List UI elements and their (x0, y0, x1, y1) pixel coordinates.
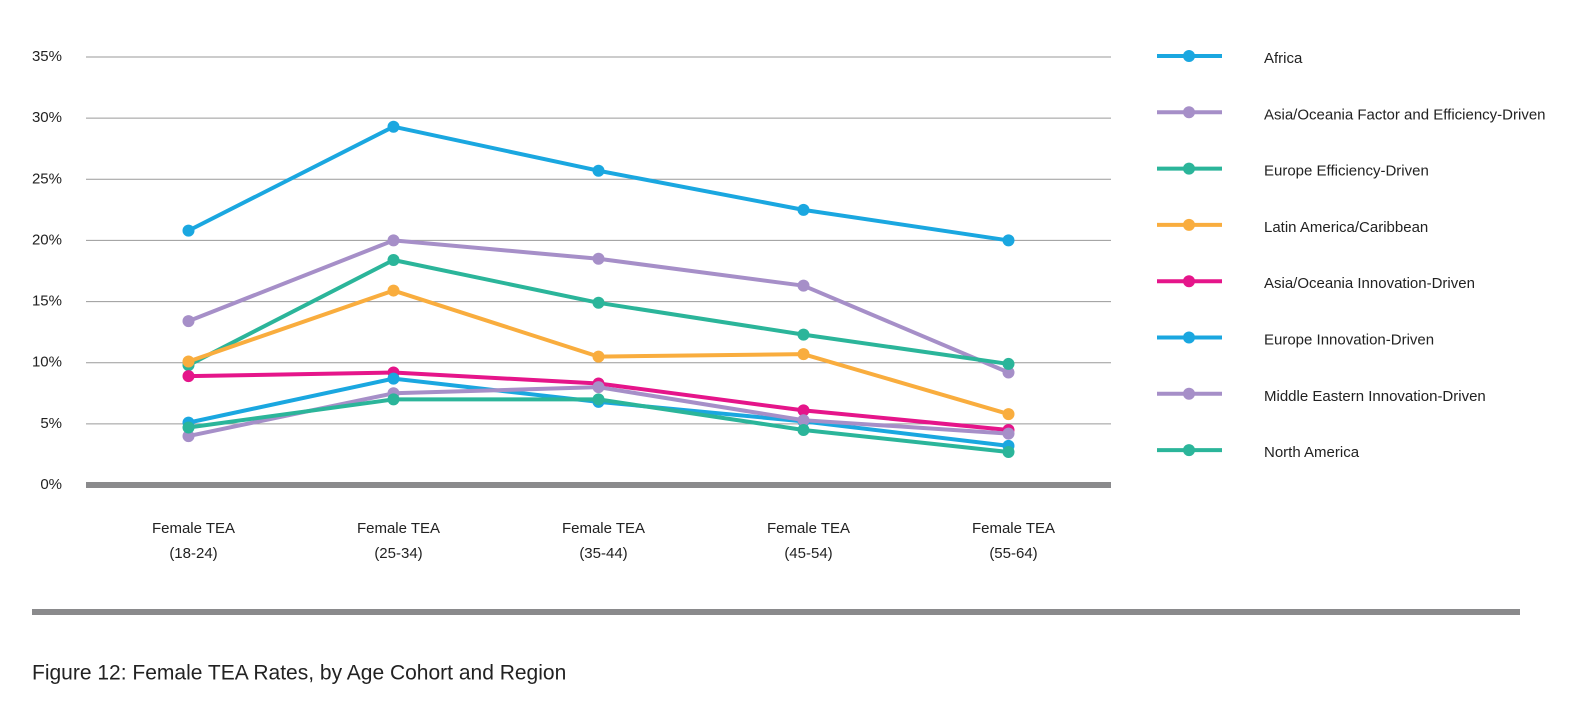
data-point (182, 370, 195, 383)
legend-marker (1183, 106, 1195, 119)
data-point (592, 296, 605, 309)
data-point (182, 421, 195, 434)
x-tick-label: Female TEA (152, 520, 235, 537)
x-tick-label: Female TEA (562, 520, 645, 537)
data-point (1002, 427, 1015, 440)
data-point (1002, 234, 1015, 247)
chart-title: Figure 12: Female TEA Rates, by Age Coho… (32, 662, 566, 685)
x-tick-label: (55-64) (989, 545, 1037, 562)
data-point (182, 224, 195, 237)
legend-label: Asia/Oceania Factor and Efficiency-Drive… (1264, 106, 1546, 123)
x-tick-label: Female TEA (972, 520, 1055, 537)
y-tick-label: 5% (40, 415, 62, 432)
y-tick-label: 30% (32, 109, 62, 126)
y-tick-label: 15% (32, 293, 62, 310)
x-tick-label: (45-54) (784, 545, 832, 562)
y-tick-label: 25% (32, 170, 62, 187)
y-tick-label: 35% (32, 48, 62, 65)
legend-marker (1183, 275, 1195, 288)
x-tick-label: Female TEA (767, 520, 850, 537)
y-tick-label: 10% (32, 354, 62, 371)
legend-label: Europe Innovation-Driven (1264, 331, 1434, 348)
x-tick-label: (35-44) (579, 545, 627, 562)
data-point (797, 328, 810, 341)
data-point (797, 414, 810, 427)
data-point (182, 355, 195, 368)
data-point (387, 393, 400, 406)
series-line (187, 257, 1009, 367)
data-point (797, 404, 810, 417)
data-point (387, 372, 400, 385)
data-point (797, 348, 810, 361)
data-point (182, 430, 195, 443)
legend-marker (1183, 50, 1195, 62)
data-point (797, 203, 810, 216)
legend-marker (1183, 444, 1195, 457)
x-tick-label: Female TEA (357, 520, 440, 537)
legend-marker (1183, 218, 1195, 231)
x-tick-label: (25-34) (374, 545, 422, 562)
data-point (592, 393, 605, 406)
data-point (387, 253, 400, 266)
data-point (592, 381, 605, 394)
data-point (1002, 445, 1015, 458)
legend-label: North America (1264, 444, 1360, 461)
data-point (592, 350, 605, 363)
legend-marker (1183, 162, 1195, 175)
series-line (187, 124, 1009, 243)
x-tick-label: (18-24) (169, 545, 217, 562)
data-point (387, 284, 400, 297)
legend-label: Asia/Oceania Innovation-Driven (1264, 275, 1475, 292)
legend-marker (1183, 331, 1195, 344)
legend-label: Europe Efficiency-Driven (1264, 163, 1429, 180)
data-point (387, 234, 400, 247)
data-point (1002, 357, 1015, 370)
data-point (592, 252, 605, 265)
data-point (1002, 408, 1015, 421)
data-point (592, 164, 605, 177)
y-tick-label: 20% (32, 231, 62, 248)
data-point (387, 120, 400, 133)
legend-marker (1183, 387, 1195, 400)
data-point (797, 423, 810, 436)
data-point (797, 279, 810, 292)
data-point (1002, 366, 1015, 379)
data-point (182, 315, 195, 328)
y-tick-label: 0% (40, 476, 62, 493)
legend-label: Africa (1264, 50, 1303, 67)
legend-label: Latin America/Caribbean (1264, 219, 1428, 236)
legend-label: Middle Eastern Innovation-Driven (1264, 388, 1486, 405)
